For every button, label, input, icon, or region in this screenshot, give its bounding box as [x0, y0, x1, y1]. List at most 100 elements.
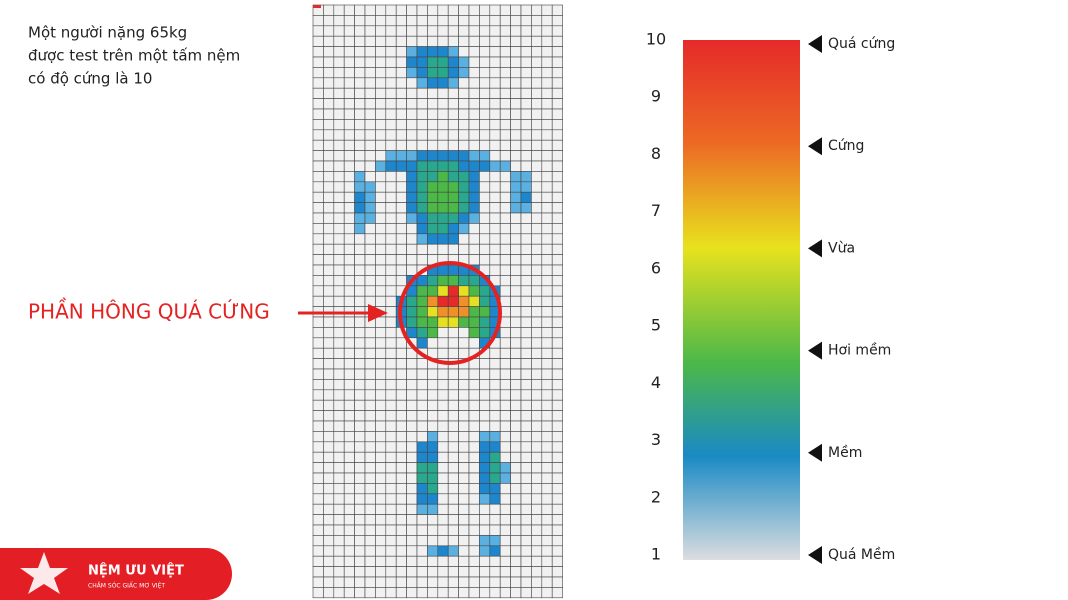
map-cell	[364, 555, 376, 567]
map-cell	[479, 306, 491, 318]
map-cell	[510, 483, 522, 495]
map-cell	[343, 202, 355, 214]
map-cell	[520, 535, 532, 547]
map-cell	[395, 420, 407, 432]
map-cell	[354, 171, 366, 183]
map-cell	[499, 202, 511, 214]
map-cell	[312, 150, 324, 162]
map-cell	[499, 223, 511, 235]
map-cell	[489, 119, 501, 131]
map-cell	[437, 576, 449, 588]
map-cell	[385, 327, 397, 339]
map-cell	[510, 399, 522, 411]
map-cell	[343, 555, 355, 567]
map-cell	[489, 223, 501, 235]
map-cell	[447, 98, 459, 110]
map-cell	[510, 472, 522, 484]
map-cell	[520, 212, 532, 224]
map-cell	[323, 275, 335, 287]
map-cell	[510, 493, 522, 505]
map-cell	[312, 129, 324, 141]
map-cell	[479, 535, 491, 547]
map-cell	[312, 25, 324, 37]
map-cell	[468, 576, 480, 588]
map-cell	[395, 431, 407, 443]
map-cell	[468, 524, 480, 536]
map-cell	[468, 555, 480, 567]
map-cell	[343, 87, 355, 99]
map-cell	[551, 202, 563, 214]
map-cell	[333, 555, 345, 567]
map-cell	[489, 431, 501, 443]
map-cell	[406, 191, 418, 203]
map-cell	[551, 555, 563, 567]
map-cell	[531, 191, 543, 203]
map-cell	[437, 87, 449, 99]
map-cell	[551, 129, 563, 141]
map-cell	[354, 410, 366, 422]
map-cell	[427, 545, 439, 557]
map-cell	[333, 202, 345, 214]
map-cell	[375, 462, 387, 474]
map-cell	[541, 98, 553, 110]
map-cell	[323, 98, 335, 110]
map-cell	[354, 472, 366, 484]
map-cell	[323, 285, 335, 297]
map-cell	[364, 77, 376, 89]
map-cell	[551, 150, 563, 162]
map-cell	[395, 87, 407, 99]
map-cell	[447, 275, 459, 287]
map-cell	[333, 576, 345, 588]
map-cell	[323, 171, 335, 183]
map-cell	[323, 389, 335, 401]
map-cell	[489, 56, 501, 68]
map-cell	[312, 295, 324, 307]
map-cell	[510, 77, 522, 89]
map-cell	[510, 254, 522, 266]
map-cell	[520, 150, 532, 162]
map-cell	[385, 431, 397, 443]
map-cell	[343, 431, 355, 443]
map-cell	[458, 160, 470, 172]
map-cell	[520, 191, 532, 203]
map-cell	[541, 171, 553, 183]
map-cell	[479, 243, 491, 255]
map-cell	[333, 15, 345, 27]
map-cell	[468, 139, 480, 151]
map-cell	[541, 451, 553, 463]
map-cell	[354, 98, 366, 110]
map-cell	[520, 545, 532, 557]
map-cell	[375, 524, 387, 536]
map-cell	[427, 462, 439, 474]
map-cell	[343, 129, 355, 141]
map-cell	[395, 15, 407, 27]
map-cell	[312, 191, 324, 203]
map-cell	[447, 368, 459, 380]
map-cell	[531, 431, 543, 443]
map-cell	[520, 87, 532, 99]
map-cell	[468, 503, 480, 515]
map-cell	[375, 587, 387, 599]
map-cell	[416, 410, 428, 422]
map-cell	[343, 254, 355, 266]
map-cell	[416, 87, 428, 99]
map-cell	[333, 420, 345, 432]
map-cell	[354, 358, 366, 370]
map-cell	[458, 347, 470, 359]
map-cell	[551, 514, 563, 526]
map-cell	[531, 483, 543, 495]
map-cell	[468, 98, 480, 110]
map-cell	[499, 46, 511, 58]
map-cell	[395, 264, 407, 276]
map-cell	[551, 87, 563, 99]
map-cell	[447, 576, 459, 588]
map-cell	[520, 129, 532, 141]
map-cell	[343, 46, 355, 58]
map-cell	[375, 150, 387, 162]
map-cell	[489, 243, 501, 255]
map-cell	[551, 25, 563, 37]
map-cell	[323, 87, 335, 99]
map-cell	[437, 389, 449, 401]
map-cell	[395, 243, 407, 255]
map-cell	[479, 87, 491, 99]
